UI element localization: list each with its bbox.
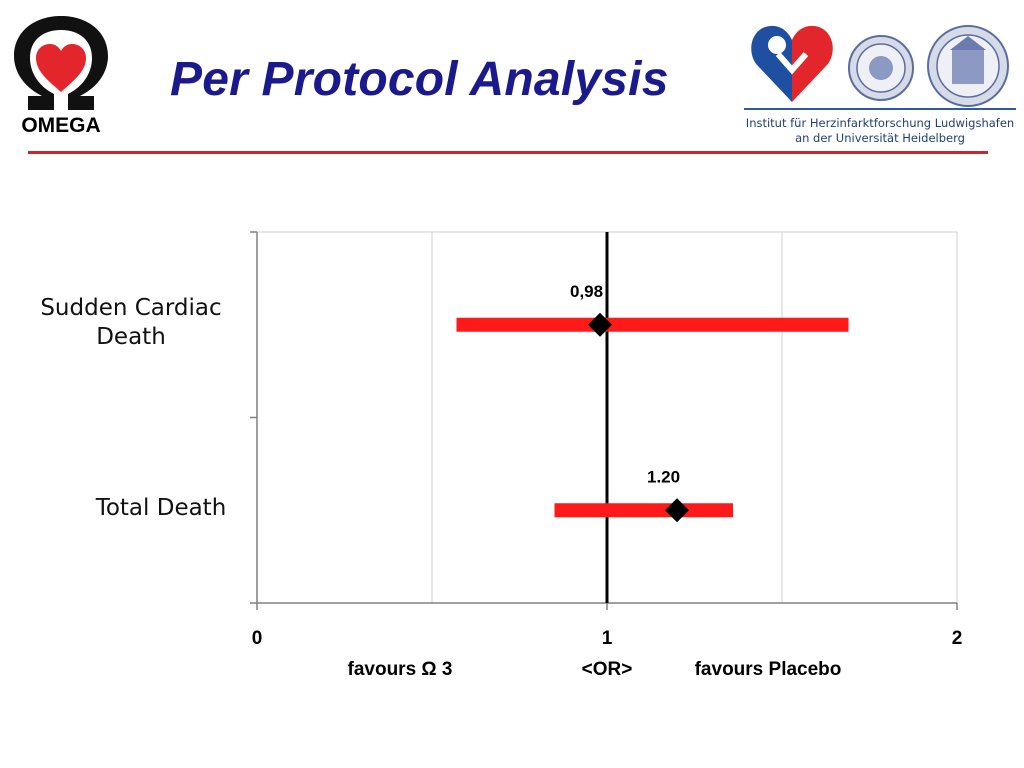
ci-bar — [456, 317, 849, 332]
omega-logo: OMEGA — [10, 14, 112, 138]
institute-logos — [744, 14, 1020, 150]
favours-placebo-label: favours Placebo — [695, 659, 842, 680]
institute-name-line-2: an der Universität Heidelberg — [795, 131, 965, 145]
page-title: Per Protocol Analysis — [170, 53, 669, 106]
institute-name-line-1: Institut für Herzinfarktforschung Ludwig… — [745, 116, 1015, 130]
x-tick-label: 0 — [252, 628, 263, 649]
x-axis-label: <OR> — [582, 659, 633, 680]
or-value-label: 0,98 — [570, 282, 603, 301]
or-marker — [588, 312, 612, 337]
institute-heart-logo — [751, 25, 833, 102]
favours-omega-label: favours Ω 3 — [348, 659, 453, 680]
header-divider — [28, 151, 988, 154]
university-seal-left — [848, 35, 914, 101]
or-marker — [665, 498, 689, 523]
ci-bar — [554, 503, 733, 518]
institute-underline — [744, 108, 1016, 110]
university-seal-right — [927, 25, 1009, 107]
x-tick-label: 2 — [952, 628, 963, 649]
omega-logo-text: OMEGA — [21, 114, 101, 137]
x-tick-label: 1 — [602, 628, 613, 649]
or-value-label: 1.20 — [647, 467, 680, 486]
row-label-sudden-cardiac-death: Sudden Cardiac Death — [40, 295, 222, 350]
omega-heart-icon — [14, 16, 108, 110]
row-label-total-death: Total Death — [95, 495, 227, 521]
